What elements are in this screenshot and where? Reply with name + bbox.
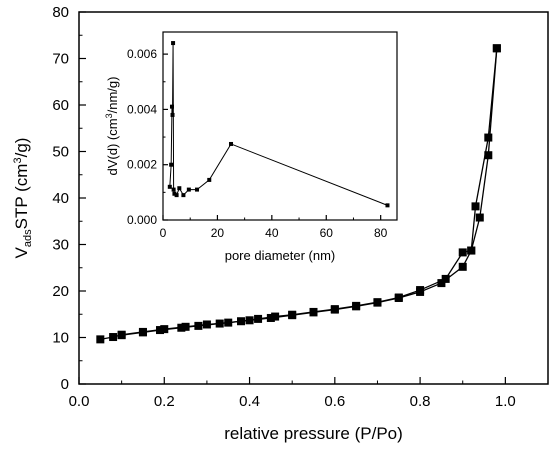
main-y-label-end: /g) [12,138,31,158]
inset-data-point [181,193,186,198]
inset-plot: 0 20 40 60 80 0.000 0.002 0.004 0.006 pore diam… [104,31,398,263]
main-y-tick-label: 30 [52,237,69,254]
inset-data-point [177,186,182,191]
inset-data-point [171,41,176,46]
main-y-tick-label: 50 [52,144,69,161]
main-data-point [441,274,450,283]
main-y-tick-labels: 0 10 20 30 40 50 60 70 80 [52,4,69,393]
main-data-point [237,317,246,326]
main-y-tick-label: 60 [52,97,69,114]
inset-y-tick-label: 0.000 [127,213,157,227]
inset-series-line-1 [169,43,388,206]
main-data-point [458,262,467,271]
main-y-label-main: V [12,246,31,258]
main-y-tick-label: 20 [52,283,69,300]
main-data-point [309,307,318,316]
inset-data-point [167,184,172,189]
main-y-label-mid: STP (cm [12,164,31,230]
main-y-label-subscript: ads [22,229,34,247]
inset-data-point [195,187,200,192]
inset-data-point [229,141,234,146]
inset-plot-frame [162,31,398,221]
main-x-tick-label: 0.4 [239,393,260,410]
inset-x-tick-label: 60 [320,226,334,240]
inset-x-tick-label: 20 [211,226,225,240]
main-data-point [467,246,476,255]
main-data-point [352,301,361,310]
main-data-point [194,321,203,330]
inset-axis-ticks [162,53,382,221]
inset-data-point [172,191,177,196]
inset-y-tick-label: 0.002 [127,158,157,172]
main-data-point [96,335,105,344]
main-y-axis-label: VadsSTP (cm3/g) [12,138,34,259]
main-data-point [254,314,263,323]
main-x-tick-label: 0.0 [69,393,90,410]
main-data-point [266,313,275,322]
inset-x-axis-label: pore diameter (nm) [225,248,336,263]
inset-data-point [207,177,212,182]
inset-data-point [385,203,390,208]
inset-data-point [186,187,191,192]
inset-y-label-main: dV(d) (cm [105,118,120,175]
main-data-point [458,248,467,257]
main-x-tick-label: 0.2 [154,393,175,410]
main-y-tick-label: 80 [52,4,69,21]
main-y-tick-label: 10 [52,330,69,347]
main-data-point [271,312,280,321]
main-data-point [330,305,339,314]
main-series-group [96,44,501,344]
main-data-point [117,331,126,340]
main-x-tick-labels: 0.0 0.2 0.4 0.6 0.8 1.0 [69,393,516,410]
main-data-point [437,279,446,288]
inset-data-point [169,104,174,109]
inset-series-group [167,41,390,208]
inset-y-tick-labels: 0.000 0.002 0.004 0.006 [127,47,157,227]
main-y-tick-label: 40 [52,190,69,207]
main-data-point [177,323,186,332]
main-x-axis-label: relative pressure (P/Po) [224,424,403,443]
inset-y-label-superscript: 3 [104,113,114,118]
main-data-point [394,293,403,302]
main-series-line-1 [100,48,498,340]
main-y-tick-label: 0 [61,376,69,393]
main-data-point [416,286,425,295]
inset-x-tick-label: 80 [374,226,388,240]
inset-y-tick-label: 0.006 [127,47,157,61]
inset-data-point [169,162,174,167]
main-series-line-2 [121,48,498,336]
main-data-point [138,328,147,337]
main-data-point [484,133,493,142]
main-data-point [373,298,382,307]
inset-y-axis-label: dV(d) (cm3/nm/g) [104,77,120,176]
main-y-tick-label: 70 [52,51,69,68]
main-data-point [492,44,501,53]
inset-x-tick-label: 40 [265,226,279,240]
inset-data-point [171,187,176,192]
main-data-point [475,213,484,222]
main-axis-ticks [78,11,506,385]
main-data-point [156,326,165,335]
inset-x-tick-labels: 0 20 40 60 80 [160,226,388,240]
main-x-tick-label: 0.6 [324,393,345,410]
main-data-point [471,202,480,211]
main-data-point [109,333,118,342]
main-y-label-superscript: 3 [12,157,24,163]
inset-x-tick-label: 0 [160,226,167,240]
main-data-point [484,151,493,160]
main-data-point [215,319,224,328]
inset-data-point [174,193,179,198]
main-x-tick-label: 1.0 [495,393,516,410]
main-data-point [288,310,297,319]
inset-y-tick-label: 0.004 [127,102,157,116]
inset-data-point [170,112,175,117]
main-x-tick-label: 0.8 [410,393,431,410]
inset-y-label-end: /nm/g) [105,77,120,114]
